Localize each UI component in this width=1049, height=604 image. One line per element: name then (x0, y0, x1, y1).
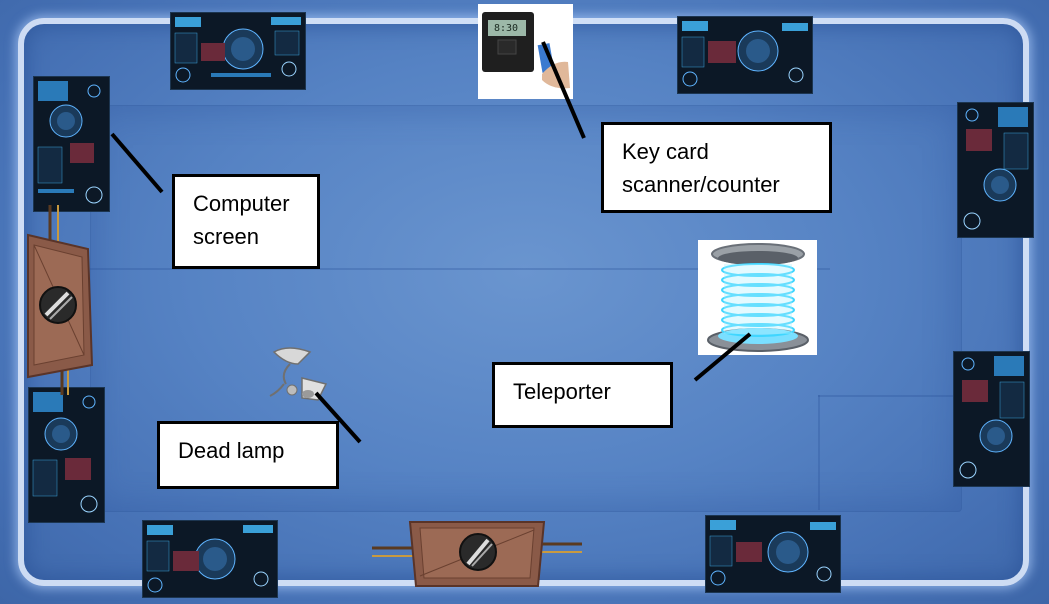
computer-screen-label: Computer screen (172, 174, 320, 269)
label-text: Dead lamp (178, 438, 285, 463)
computer-screen-icon[interactable] (142, 520, 278, 598)
screen-graphic (678, 17, 812, 93)
dead-lamp-label: Dead lamp (157, 421, 339, 489)
door-graphic (372, 521, 582, 587)
scanner-display: 8:30 (494, 23, 519, 34)
lamp-icon[interactable] (262, 344, 334, 410)
teleporter-label: Teleporter (492, 362, 673, 428)
teleporter-icon[interactable] (698, 240, 817, 355)
computer-screen-icon[interactable] (677, 16, 813, 94)
screen-graphic (143, 521, 277, 597)
floor-seam (90, 268, 830, 270)
computer-screen-icon[interactable] (953, 351, 1030, 487)
screen-graphic (706, 516, 840, 592)
floor-seam (818, 395, 820, 510)
teleporter-graphic (698, 240, 817, 355)
screen-graphic (34, 77, 109, 211)
screen-graphic (171, 13, 305, 89)
computer-screen-icon[interactable] (957, 102, 1034, 238)
screen-graphic (958, 103, 1033, 237)
computer-screen-icon[interactable] (705, 515, 841, 593)
computer-screen-icon[interactable] (28, 387, 105, 523)
label-text: Computer screen (193, 191, 290, 249)
label-text: Teleporter (513, 379, 611, 404)
scanner-graphic (478, 4, 573, 99)
door-graphic (27, 205, 94, 395)
floor-seam (818, 395, 958, 397)
lamp-graphic (269, 347, 328, 401)
screen-graphic (29, 388, 104, 522)
door-icon[interactable] (22, 205, 97, 395)
label-text: Key card scanner/counter (622, 139, 780, 197)
computer-screen-icon[interactable] (170, 12, 306, 90)
door-icon[interactable] (372, 518, 582, 590)
key-card-scanner-icon[interactable]: 8:30 (478, 4, 573, 99)
computer-screen-icon[interactable] (33, 76, 110, 212)
screen-graphic (954, 352, 1029, 486)
key-card-label: Key card scanner/counter (601, 122, 832, 213)
